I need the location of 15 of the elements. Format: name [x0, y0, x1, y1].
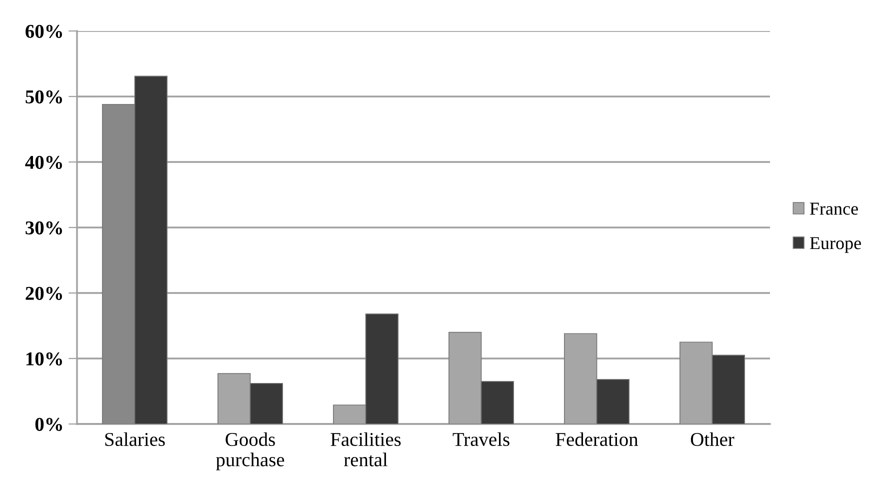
x-tick-label: Federation: [556, 432, 638, 446]
y-tick-label: 20%: [26, 286, 62, 300]
y-tick-label: 60%: [26, 24, 62, 38]
x-tick-label: Goods purchase: [216, 432, 284, 470]
y-tick-label: 10%: [26, 352, 62, 366]
x-tick-label: Travels: [452, 432, 510, 446]
y-tick-label: 0%: [35, 418, 62, 431]
legend-label: Europe: [810, 237, 861, 253]
y-tick-label: 40%: [25, 156, 62, 169]
x-tick-label: Salaries: [105, 432, 165, 446]
x-tick-label: Facilities rental: [330, 432, 401, 466]
y-tick-label: 30%: [26, 221, 62, 234]
x-tick-label: Other: [690, 432, 734, 446]
y-tick-label: 50%: [26, 90, 62, 104]
legend-label: France: [810, 202, 858, 215]
